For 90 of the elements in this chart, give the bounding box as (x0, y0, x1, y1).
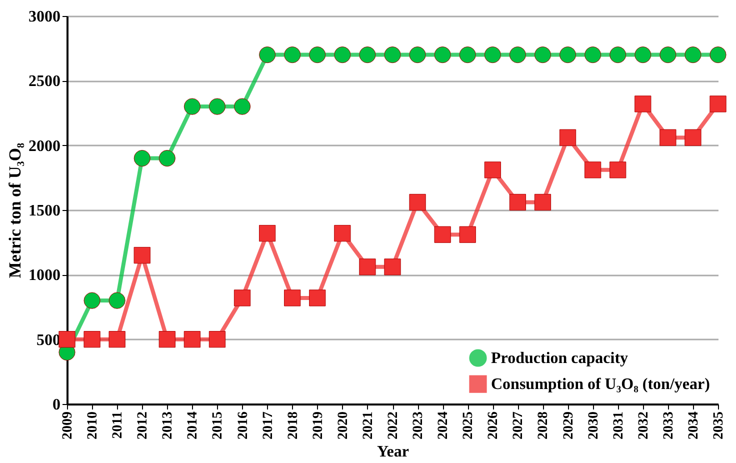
point (634, 96, 652, 112)
point (359, 258, 376, 276)
x-tick-label: 2014 (186, 412, 201, 440)
x-tick-label: 2022 (386, 412, 401, 440)
point (284, 290, 301, 306)
point (184, 331, 201, 348)
point (434, 226, 451, 243)
x-tick-label: 2015 (210, 412, 226, 440)
point (684, 46, 702, 64)
x-tick-label: 2028 (536, 412, 552, 440)
x-tick-label: 2030 (586, 412, 602, 440)
y-tick-label: 1000 (28, 267, 60, 284)
point (459, 46, 476, 64)
point (584, 162, 602, 178)
x-tick-label: 2029 (561, 412, 576, 440)
point (334, 224, 351, 242)
x-tick-label: 2034 (686, 412, 702, 440)
legend-label: Consumption of U₃O₈ (ton/year) (491, 376, 710, 393)
y-tick-label: 3000 (28, 8, 60, 26)
x-axis-title: Year (377, 444, 409, 460)
x-tick-label: 2024 (436, 412, 452, 440)
y-tick-label: 1500 (28, 202, 60, 220)
x-tick-label: 2035 (712, 412, 726, 440)
point (208, 98, 226, 115)
point (634, 46, 652, 64)
point (484, 162, 501, 178)
point (484, 46, 501, 64)
x-tick-label: 2019 (310, 412, 326, 440)
x-tick-label: 2020 (336, 412, 351, 440)
point (208, 331, 226, 348)
point (660, 129, 676, 146)
y-tick-label: 2000 (28, 138, 60, 155)
point (359, 46, 376, 64)
point (660, 46, 676, 64)
point (610, 46, 626, 64)
point (158, 331, 176, 348)
point (84, 331, 100, 348)
point (710, 96, 726, 112)
point (134, 246, 150, 264)
point (684, 129, 702, 146)
x-tick-label: 2032 (636, 412, 652, 440)
x-tick-label: 2026 (486, 412, 502, 440)
x-tick-label: 2010 (86, 412, 101, 440)
point (384, 258, 401, 276)
point (134, 150, 150, 167)
point (284, 46, 301, 64)
point (384, 46, 401, 64)
x-tick-label: 2017 (260, 412, 276, 440)
legend-label: Production capacity (491, 350, 628, 367)
x-tick-label: 2025 (461, 412, 476, 440)
point (409, 46, 426, 64)
point (584, 46, 602, 64)
x-tick-label: 2031 (611, 412, 626, 440)
point (258, 224, 276, 242)
point (309, 290, 326, 306)
point (409, 194, 426, 211)
x-tick-label: 2009 (60, 412, 76, 440)
point (434, 46, 451, 64)
x-tick-label: 2013 (160, 412, 176, 440)
point (158, 150, 176, 167)
x-tick-label: 2018 (286, 412, 301, 440)
y-tick-label: 2500 (28, 73, 60, 90)
y-axis-title: Metric ton of U₃O₈ (6, 142, 24, 278)
point (459, 226, 476, 243)
point (559, 46, 576, 64)
point (309, 46, 326, 64)
x-tick-label: 2012 (136, 412, 151, 440)
x-tick-label: 2027 (511, 412, 526, 440)
point (234, 290, 251, 306)
point (509, 46, 526, 64)
x-tick-label: 2011 (110, 412, 126, 439)
x-tick-label: 2023 (411, 412, 426, 440)
x-tick-label: 2016 (236, 412, 251, 440)
x-tick-label: 2021 (360, 412, 376, 440)
point (184, 98, 201, 115)
point (710, 46, 726, 64)
point (559, 129, 576, 146)
point (58, 331, 76, 348)
point (610, 162, 626, 178)
point (108, 331, 126, 348)
point (234, 98, 251, 115)
point (84, 292, 100, 309)
point (334, 46, 351, 64)
point (509, 194, 526, 211)
point (534, 46, 552, 64)
y-tick-label: 0 (52, 396, 60, 414)
x-tick-label: 2033 (661, 412, 676, 440)
point (108, 292, 126, 309)
point (534, 194, 552, 211)
point (258, 46, 276, 64)
